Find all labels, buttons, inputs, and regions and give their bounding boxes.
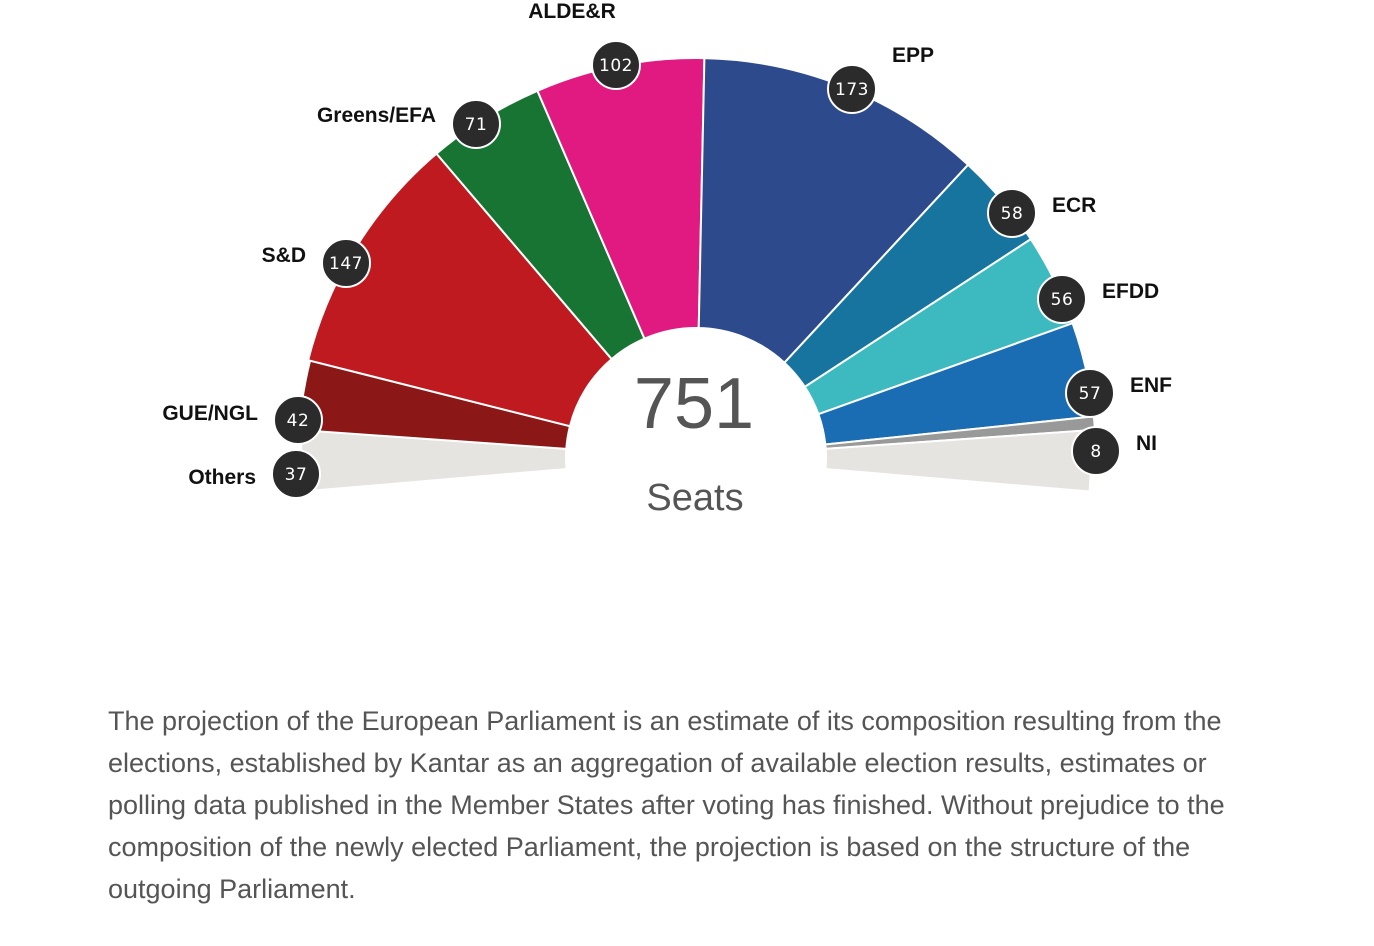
seat-segments [297,57,1097,493]
seat-count-gue-ngl: 42 [287,411,310,431]
seat-count-efdd: 56 [1051,290,1074,310]
total-seats: 751 [634,364,754,444]
hemicycle-svg: 37 Others 42 GUE/NGL 147 S&D 71 Greens/EFA 102 AL… [162,0,1172,519]
party-label-alde-r: ALDE&R [528,0,616,23]
party-label-ni: NI [1136,432,1157,455]
seat-bubble-epp [827,64,877,114]
seat-count-ecr: 58 [1001,204,1024,224]
seat-bubble-enf [1065,368,1115,418]
seat-bubble-greens-efa [451,99,501,149]
party-label-others: Others [188,466,256,489]
party-label-enf: ENF [1130,374,1172,397]
party-label-ecr: ECR [1052,194,1096,217]
seat-bubble-s-d [321,238,371,288]
seat-count-others: 37 [285,465,308,485]
party-label-greens-efa: Greens/EFA [317,104,436,127]
party-labels: 37 Others 42 GUE/NGL 147 S&D 71 Greens/EFA 102 AL… [162,0,1172,499]
hemicycle-chart: 37 Others 42 GUE/NGL 147 S&D 71 Greens/EFA 102 AL… [162,0,1172,519]
seat-count-ni: 8 [1090,442,1101,462]
seat-bubble-ni [1071,426,1121,476]
seat-count-s-d: 147 [329,254,363,274]
seat-count-alde-r: 102 [599,56,633,76]
seat-count-epp: 173 [835,80,869,100]
seats-label: Seats [646,477,743,519]
segment-alde-r [536,57,706,340]
segment-s-d [306,152,614,428]
projection-caption: The projection of the European Parliamen… [108,706,1225,904]
seat-bubble-ecr [987,188,1037,238]
seat-bubble-gue-ngl [273,395,323,445]
seat-count-enf: 57 [1079,384,1102,404]
seat-count-greens-efa: 71 [465,115,488,135]
segment-epp [697,57,970,365]
party-label-s-d: S&D [262,244,306,267]
seat-bubble-efdd [1037,274,1087,324]
party-label-efdd: EFDD [1102,280,1159,303]
party-label-epp: EPP [892,44,934,67]
seat-bubble-others [271,449,321,499]
seat-bubble-alde-r [591,40,641,90]
party-label-gue-ngl: GUE/NGL [162,402,258,425]
